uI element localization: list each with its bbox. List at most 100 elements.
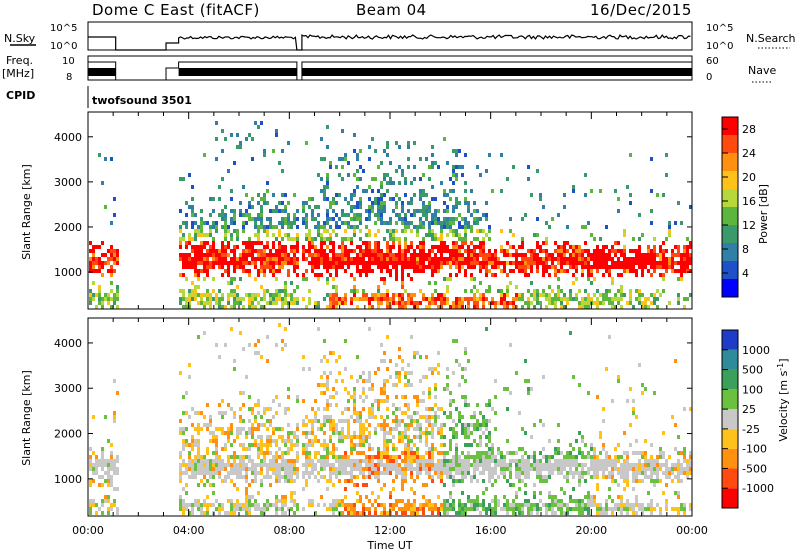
heatmap-cell [521, 269, 524, 273]
heatmap-cell [371, 383, 374, 387]
heatmap-cell [473, 297, 476, 301]
heatmap-cell [665, 471, 668, 475]
heatmap-cell [341, 213, 344, 217]
heatmap-cell [341, 471, 344, 475]
heatmap-cell [506, 289, 509, 293]
heatmap-cell [419, 423, 422, 427]
heatmap-cell [449, 507, 452, 511]
heatmap-cell [278, 261, 281, 265]
heatmap-cell [635, 439, 638, 443]
heatmap-cell [290, 475, 293, 479]
heatmap-cell [428, 447, 431, 451]
heatmap-cell [341, 209, 344, 213]
heatmap-cell [611, 257, 614, 261]
heatmap-cell [107, 261, 110, 265]
heatmap-cell [605, 499, 608, 503]
heatmap-cell [551, 301, 554, 305]
heatmap-cell [431, 293, 434, 297]
heatmap-cell [362, 459, 365, 463]
heatmap-cell [332, 463, 335, 467]
heatmap-cell [689, 293, 692, 297]
heatmap-cell [242, 463, 245, 467]
heatmap-cell [212, 503, 215, 507]
heatmap-cell [278, 201, 281, 205]
heatmap-cell [650, 293, 653, 297]
heatmap-cell [260, 209, 263, 213]
heatmap-cell [359, 165, 362, 169]
heatmap-cell [110, 451, 113, 455]
heatmap-cell [485, 451, 488, 455]
heatmap-cell [239, 209, 242, 213]
heatmap-cell [551, 265, 554, 269]
heatmap-cell [422, 483, 425, 487]
heatmap-cell [209, 471, 212, 475]
heatmap-cell [254, 351, 257, 355]
heatmap-cell [296, 459, 299, 463]
heatmap-cell [644, 507, 647, 511]
x-tick-label: 00:00 [72, 524, 104, 537]
heatmap-cell [287, 305, 290, 309]
heatmap-cell [332, 261, 335, 265]
heatmap-cell [200, 427, 203, 431]
heatmap-cell [359, 249, 362, 253]
heatmap-cell [272, 149, 275, 153]
heatmap-cell [575, 459, 578, 463]
heatmap-cell [320, 383, 323, 387]
heatmap-cell [467, 423, 470, 427]
heatmap-cell [194, 261, 197, 265]
heatmap-cell [479, 265, 482, 269]
heatmap-cell [572, 507, 575, 511]
heatmap-cell [290, 221, 293, 225]
heatmap-cell [536, 261, 539, 265]
heatmap-cell [221, 241, 224, 245]
heatmap-cell [272, 261, 275, 265]
heatmap-cell [326, 253, 329, 257]
heatmap-cell [110, 475, 113, 479]
heatmap-cell [677, 297, 680, 301]
heatmap-cell [362, 293, 365, 297]
heatmap-cell [323, 391, 326, 395]
heatmap-cell [464, 181, 467, 185]
heatmap-cell [578, 301, 581, 305]
heatmap-cell [212, 435, 215, 439]
heatmap-cell [320, 475, 323, 479]
heatmap-cell [200, 467, 203, 471]
heatmap-cell [686, 459, 689, 463]
heatmap-cell [323, 439, 326, 443]
heatmap-cell [272, 265, 275, 269]
heatmap-cell [593, 261, 596, 265]
heatmap-cell [557, 439, 560, 443]
heatmap-cell [464, 403, 467, 407]
heatmap-cell [200, 229, 203, 233]
heatmap-cell [536, 507, 539, 511]
heatmap-cell [200, 471, 203, 475]
heatmap-cell [452, 463, 455, 467]
heatmap-cell [482, 423, 485, 427]
heatmap-cell [446, 467, 449, 471]
heatmap-cell [344, 467, 347, 471]
heatmap-cell [539, 193, 542, 197]
heatmap-cell [422, 399, 425, 403]
heatmap-cell [527, 503, 530, 507]
heatmap-cell [431, 197, 434, 201]
heatmap-cell [437, 221, 440, 225]
heatmap-cell [500, 245, 503, 249]
heatmap-cell [401, 253, 404, 257]
heatmap-cell [275, 395, 278, 399]
heatmap-cell [395, 503, 398, 507]
x-tick-label: 04:00 [173, 524, 205, 537]
heatmap-cell [320, 423, 323, 427]
heatmap-cell [380, 213, 383, 217]
heatmap-cell [371, 459, 374, 463]
heatmap-cell [563, 249, 566, 253]
heatmap-cell [449, 189, 452, 193]
heatmap-cell [449, 427, 452, 431]
heatmap-cell [359, 415, 362, 419]
heatmap-cell [323, 415, 326, 419]
heatmap-cell [434, 423, 437, 427]
heatmap-cell [632, 479, 635, 483]
heatmap-cell [203, 499, 206, 503]
colorbar-swatch [722, 117, 738, 135]
heatmap-cell [290, 459, 293, 463]
heatmap-cell [101, 451, 104, 455]
